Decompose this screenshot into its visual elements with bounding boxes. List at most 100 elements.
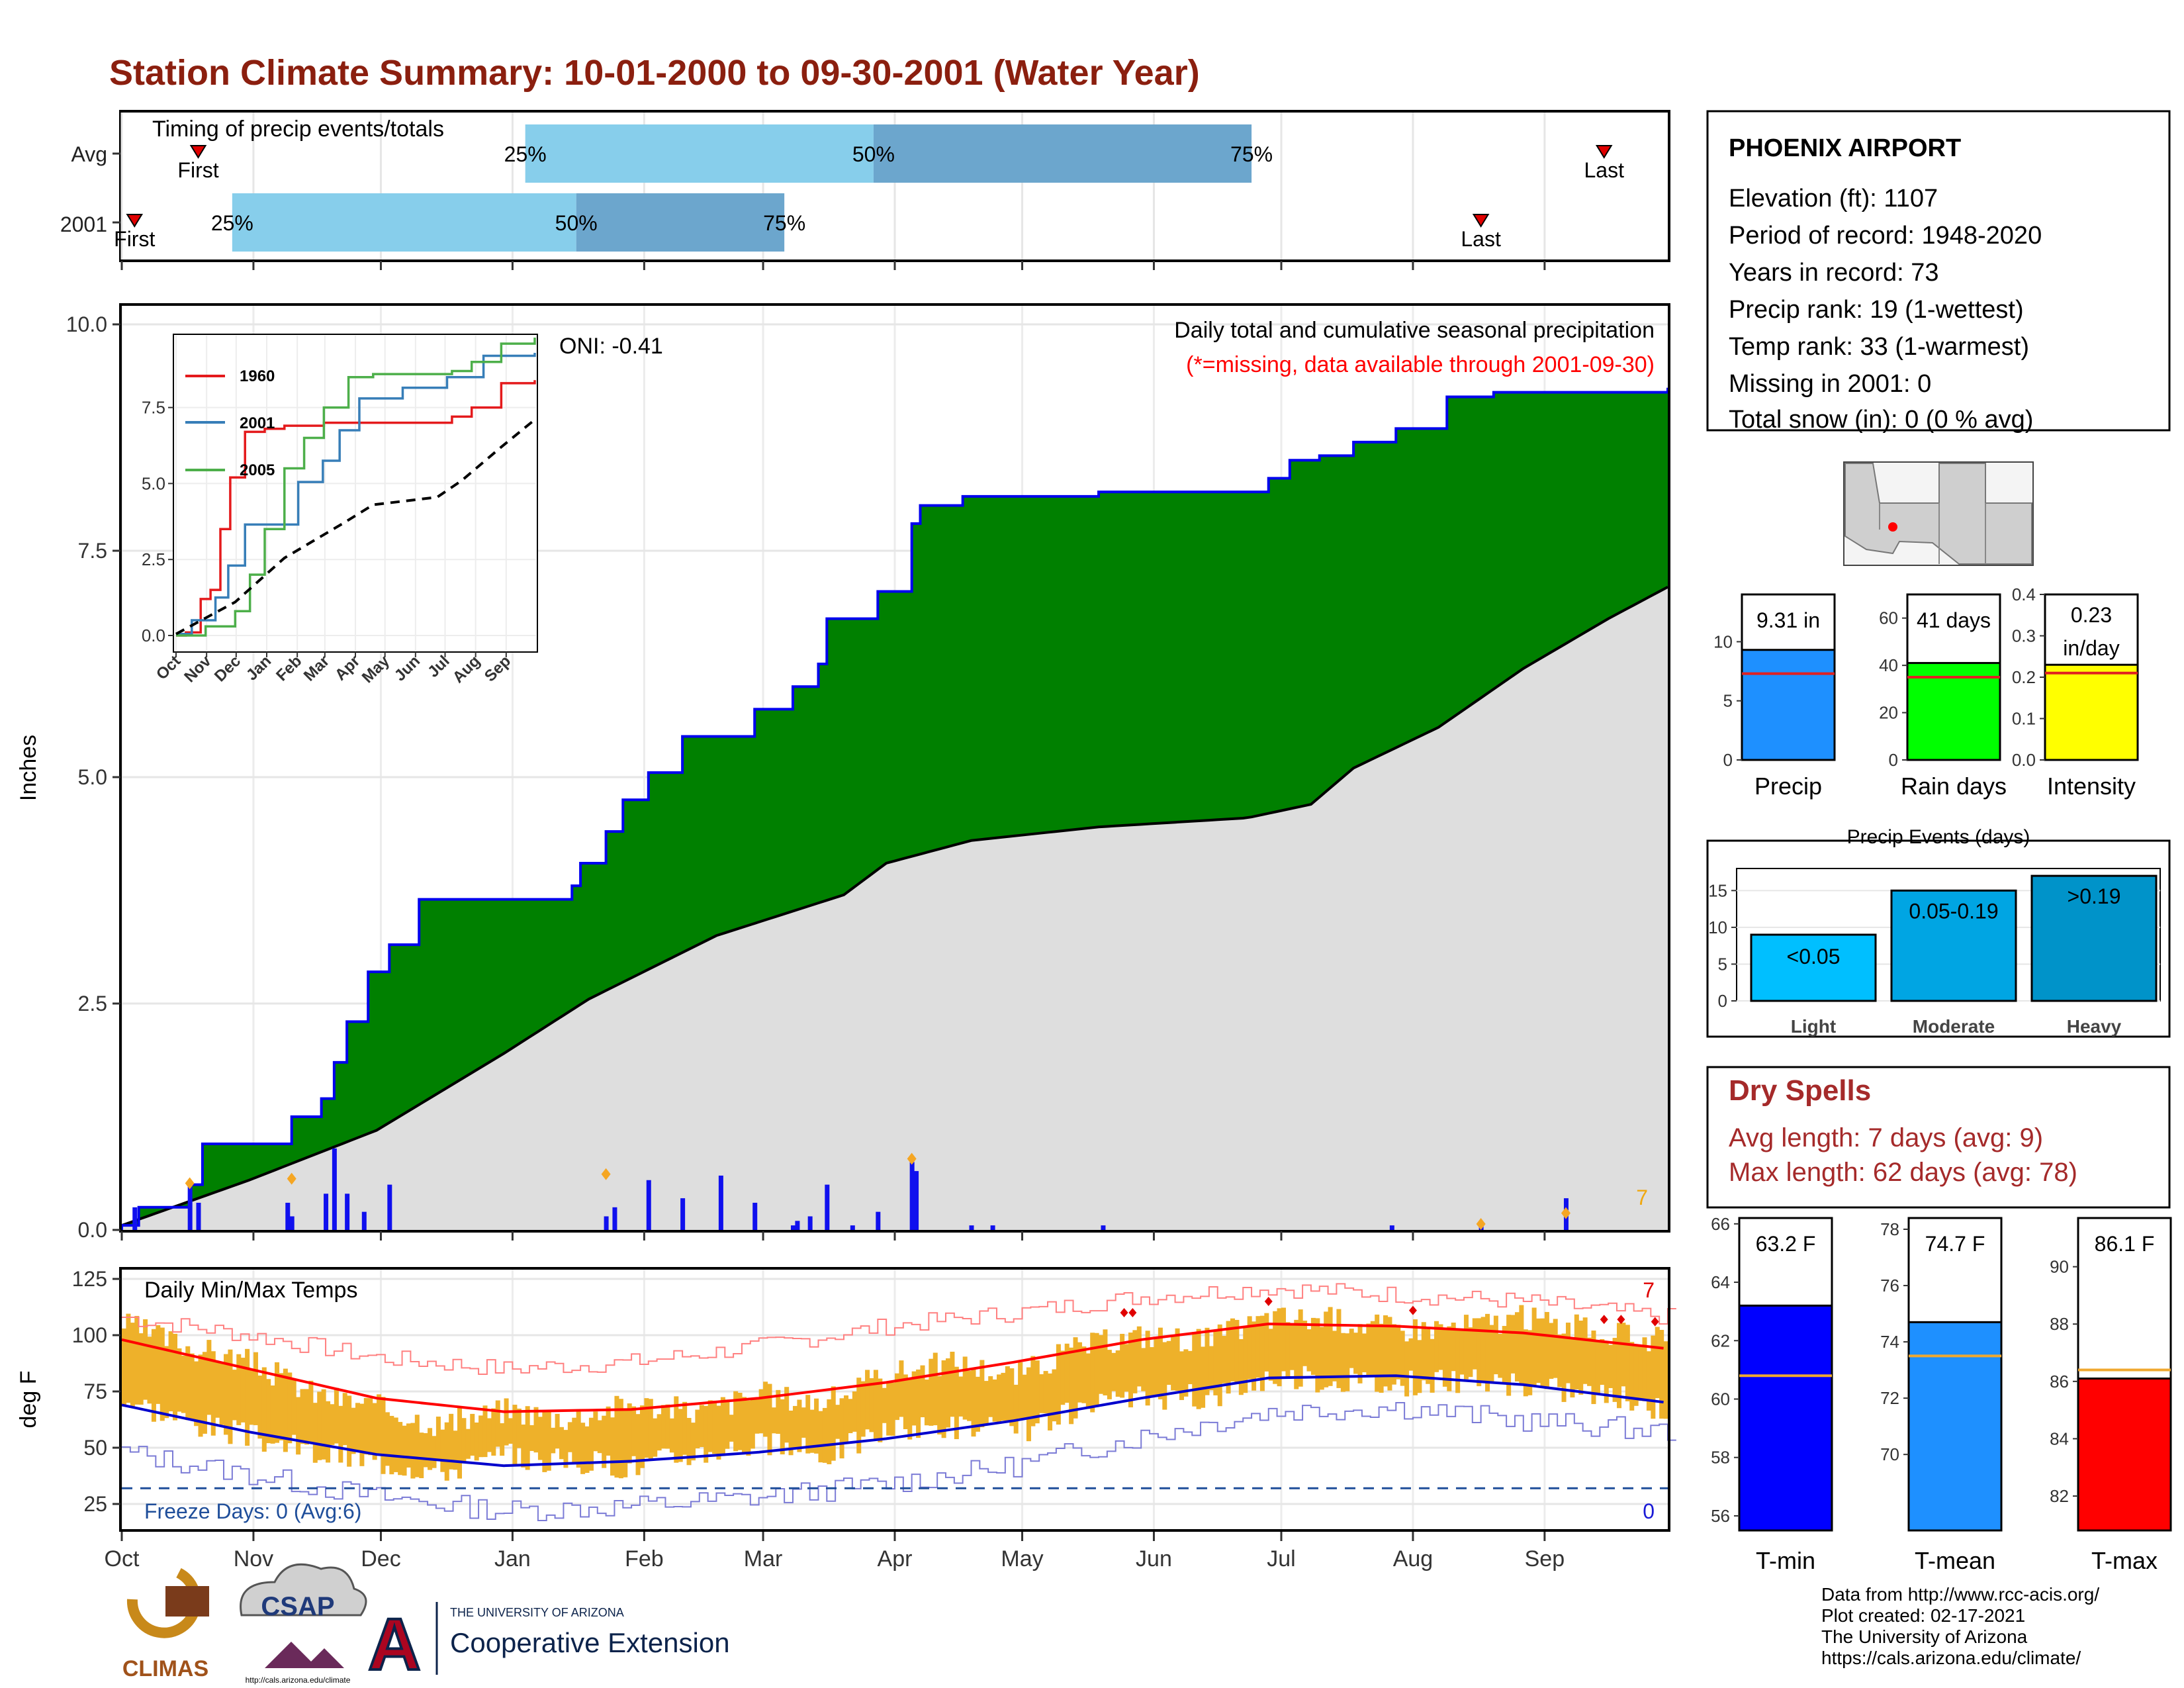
daily-temp-bar [1595,1340,1600,1393]
daily-temp-bar [1298,1309,1303,1387]
temp-bar-ytick-label: 66 [1711,1214,1730,1234]
missing-marker [287,1172,296,1185]
daily-temp-bar [1238,1338,1244,1395]
daily-temp-bar [486,1418,492,1452]
daily-temp-bar [865,1370,870,1430]
daily-precip-bar [361,1211,367,1230]
daily-temp-bar [907,1378,913,1440]
daily-temp-bar [181,1355,186,1413]
daily-temp-bar [1141,1348,1146,1391]
daily-temp-bar [1553,1319,1558,1378]
daily-temp-bar [822,1407,827,1463]
daily-temp-bar [126,1313,131,1403]
daily-temp-bar [1510,1315,1516,1374]
record-high-marker [1617,1315,1625,1325]
temp-ytick-label: 100 [72,1323,107,1347]
daily-temp-bar [933,1352,938,1426]
daily-temp-bar [1018,1362,1023,1419]
daily-temp-bar [631,1406,637,1456]
inset-ytick-label: 0.0 [142,626,165,645]
climas-wordmark: CLIMAS [122,1656,208,1681]
daily-temp-bar [1472,1318,1477,1370]
ua-logo: A THE UNIVERSITY OF ARIZONA Cooperative … [367,1602,730,1687]
summary-value-label-1: 41 days [1917,608,1991,632]
daily-temp-bar [1544,1311,1549,1389]
temp-bar-name-1: T-mean [1915,1547,1995,1574]
daily-precip-bar [345,1194,350,1230]
temp-bar-ytick-label: 60 [1711,1389,1730,1409]
daily-temp-bar [576,1411,581,1468]
daily-temp-bar [1417,1340,1422,1393]
daily-temp-bar [746,1400,751,1456]
hot-count: 7 [1643,1278,1655,1302]
daily-temp-bar [644,1398,649,1458]
daily-temp-bar [1565,1323,1570,1383]
daily-precip-bar [752,1202,758,1230]
daily-temp-bar [279,1373,284,1440]
daily-temp-bar [393,1417,398,1472]
inset-xtick-label: Oct [153,652,184,683]
daily-precip-bar [1389,1225,1394,1230]
summary-value-label-0: 9.31 in [1756,608,1820,632]
daily-temp-bar [869,1378,874,1432]
temp-bar-t-min [1738,1304,1833,1532]
daily-temp-bar [690,1423,696,1461]
daily-temp-bar [1502,1326,1507,1383]
record-high-marker [1408,1305,1417,1315]
daily-temp-bar [512,1405,518,1466]
daily-temp-bar [712,1400,717,1454]
daily-temp-bar [848,1399,853,1434]
daily-temp-bar [1302,1321,1308,1366]
daily-temp-bar [1213,1330,1218,1395]
precip-events-chart: Precip Events (days) 0 5 10 15 <0.05 Light 0.0… [1706,826,2171,1038]
daily-precip-bar [718,1175,723,1230]
summary-ytick-label: 40 [1879,655,1898,675]
daily-temp-bar [1273,1311,1278,1384]
precip-panel: 0.0 2.5 5.0 7.5 10.0 Inches Daily total and … [16,303,1670,1242]
daily-temp-bar [1048,1373,1053,1430]
ua-big-text: Cooperative Extension [450,1627,730,1658]
summary-bar-2 [2044,663,2139,761]
daily-temp-bar [1064,1343,1069,1403]
daily-temp-bar [699,1405,704,1447]
station-line-elevation: Elevation (ft): 1107 [1729,185,1938,212]
daily-temp-bar [495,1400,500,1447]
daily-precip-bar [825,1184,830,1230]
normal-cumulative-area [122,586,1668,1230]
daily-precip-bar [795,1221,800,1230]
daily-temp-bar [1285,1322,1291,1378]
missing-marker [907,1152,917,1165]
inset-line-1960 [176,380,536,637]
events-ytick-label: 0 [1718,991,1727,1011]
daily-temp-bar [533,1407,539,1453]
month-label: Sep [1525,1546,1565,1571]
daily-temp-bar [1196,1329,1201,1409]
summary-value-label-2: 0.23 [2071,603,2112,627]
daily-temp-bar [1005,1366,1010,1423]
freeze-count: 0 [1643,1499,1655,1523]
daily-temp-bar [1234,1319,1240,1383]
daily-temp-bar [143,1319,148,1400]
station-line-years: Years in record: 73 [1729,259,1939,287]
footer-line-1: Data from http://www.rcc-acis.org/ [1821,1584,2099,1605]
footer-line-3: The University of Arizona [1821,1626,2028,1647]
daily-temp-bar [198,1354,203,1437]
daily-temp-bar [559,1427,565,1460]
daily-temp-bar [1192,1332,1197,1407]
daily-temp-bar [979,1360,985,1428]
daily-temp-bar [1531,1307,1537,1385]
csap-mountains [265,1642,344,1668]
daily-temp-bar [385,1412,390,1466]
oni-label: ONI: -0.41 [559,334,663,359]
daily-temp-bar [941,1360,946,1438]
footer-line-4: https://cals.arizona.edu/climate/ [1821,1648,2081,1668]
daily-temp-bar [707,1400,713,1452]
daily-temp-bar [1166,1340,1171,1385]
daily-temp-bar [147,1336,152,1404]
daily-temp-bar [1353,1333,1359,1374]
daily-temp-bar [1582,1317,1588,1384]
daily-temp-bar [1604,1342,1609,1403]
events-cat-label-moderate: Moderate [1913,1016,1995,1037]
timing-bar-q2 [232,193,576,252]
daily-temp-bar [202,1352,207,1434]
